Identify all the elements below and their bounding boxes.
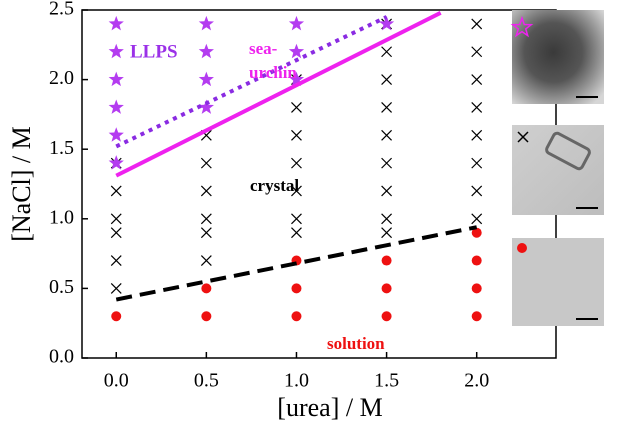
star-point	[198, 99, 214, 114]
annotation: sea-	[249, 39, 278, 58]
scale-bar	[576, 96, 598, 98]
dot-point	[291, 283, 302, 294]
dot-point	[381, 255, 392, 266]
star-point	[108, 99, 124, 114]
cross-point	[110, 227, 122, 239]
cross-point	[291, 129, 302, 141]
cross-point	[291, 185, 302, 197]
x-axis-label: [urea] / M	[277, 393, 382, 422]
cross-point	[291, 227, 302, 239]
dot-point	[381, 311, 392, 322]
cross-point	[381, 74, 393, 86]
cross-point	[291, 157, 302, 169]
cross-point	[381, 129, 393, 141]
star-point	[108, 71, 124, 87]
cross-point	[200, 227, 212, 239]
cross-point	[291, 213, 302, 225]
cross-point	[471, 185, 483, 197]
cross-point	[381, 213, 393, 225]
inset-dot	[517, 243, 527, 253]
y-tick-label: 0.5	[49, 276, 74, 298]
y-tick-label: 1.0	[49, 206, 74, 228]
inset-star	[510, 15, 534, 38]
star-point	[198, 15, 214, 31]
star-point	[198, 43, 214, 59]
cross-point	[471, 213, 483, 225]
dot-point	[291, 311, 302, 322]
urchin-image	[512, 10, 604, 104]
dot-point	[381, 283, 392, 294]
crystal-image	[512, 125, 604, 215]
cross-point	[200, 185, 212, 197]
star-point	[378, 15, 395, 31]
annotation: LLPS	[130, 41, 178, 62]
x-tick-label: 1.5	[374, 370, 399, 392]
x-tick-label: 1.0	[284, 370, 309, 392]
boundary-line	[115, 10, 442, 178]
cross-point	[471, 157, 483, 169]
dot-point	[201, 311, 212, 322]
dot-point	[471, 227, 482, 238]
boundary-line	[115, 225, 478, 302]
solution-image	[512, 238, 604, 326]
cross-point	[471, 46, 483, 58]
dot-point	[471, 283, 482, 294]
dot-point	[201, 283, 212, 294]
cross-point	[381, 227, 393, 239]
x-tick-label: 0.0	[104, 370, 129, 392]
cross-point	[110, 255, 122, 266]
y-tick-label: 0.0	[49, 346, 74, 368]
star-point	[288, 71, 305, 87]
annotation: solution	[327, 334, 385, 353]
scale-bar	[576, 318, 598, 320]
annotation: crystal	[250, 176, 299, 195]
cross-point	[381, 46, 393, 58]
scale-bar	[576, 207, 598, 209]
cross-point	[471, 129, 483, 141]
inset-cross	[517, 131, 529, 143]
dot-point	[471, 255, 482, 266]
y-tick-label: 2.5	[49, 0, 74, 20]
annotation: urchin	[249, 63, 297, 82]
cross-point	[110, 185, 122, 197]
star-point	[288, 43, 305, 59]
star-point	[288, 15, 305, 31]
cross-point	[200, 157, 212, 169]
cross-point	[471, 74, 483, 86]
cross-point	[471, 18, 483, 30]
cross-point	[110, 213, 122, 225]
y-tick-label: 2.0	[49, 67, 74, 89]
dot-point	[111, 311, 122, 322]
star-point	[108, 43, 124, 59]
star-point	[108, 15, 124, 31]
x-tick-label: 0.5	[194, 370, 219, 392]
x-tick-label: 2.0	[464, 370, 489, 392]
cross-point	[471, 102, 483, 113]
cross-point	[381, 102, 393, 113]
y-tick-label: 1.5	[49, 137, 74, 159]
star-point	[198, 71, 214, 87]
crystal-shape	[545, 131, 591, 171]
cross-point	[381, 185, 393, 197]
dot-point	[471, 311, 482, 322]
cross-point	[381, 157, 393, 169]
cross-point	[110, 282, 122, 294]
cross-point	[200, 213, 212, 225]
inset-images	[510, 10, 604, 326]
cross-point	[200, 255, 212, 266]
y-axis-label: [NaCl] / M	[7, 126, 36, 242]
star-point	[108, 155, 124, 170]
cross-point	[291, 102, 302, 113]
star-point	[108, 127, 124, 142]
